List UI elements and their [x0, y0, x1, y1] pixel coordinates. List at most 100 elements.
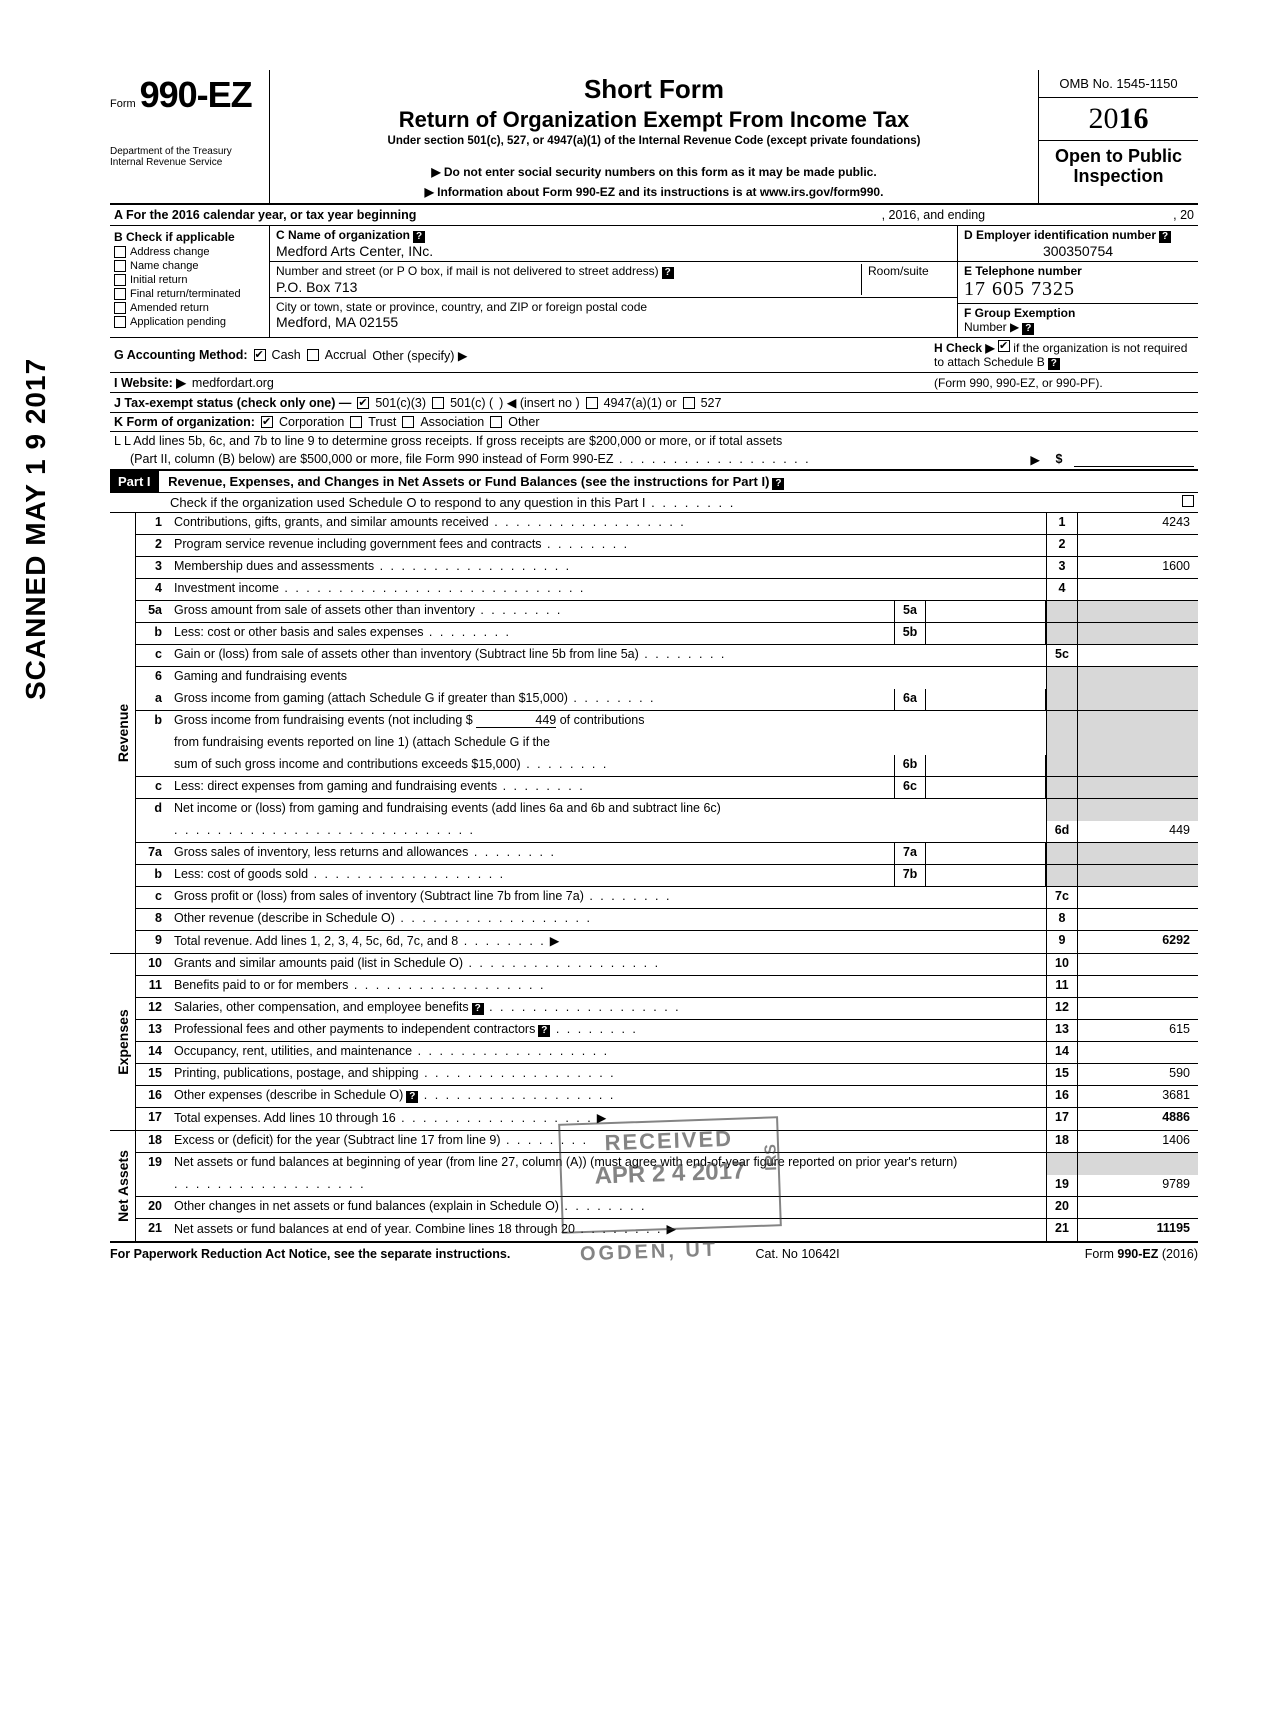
- line-2-amount: [1078, 535, 1198, 556]
- ein-value: 300350754: [964, 243, 1192, 259]
- org-form-label: K Form of organization:: [114, 415, 255, 429]
- expenses-side-label: Expenses: [110, 954, 136, 1130]
- cb-527[interactable]: [683, 397, 695, 409]
- cb-association[interactable]: [402, 416, 414, 428]
- dept-treasury: Department of the TreasuryInternal Reven…: [110, 146, 263, 168]
- other-specify: Other (specify) ▶: [372, 348, 467, 363]
- footer-cat-no: Cat. No 10642I: [756, 1247, 840, 1261]
- city-row: City or town, state or province, country…: [270, 298, 957, 332]
- other-org-label: Other: [508, 415, 539, 429]
- part-1-bar: Part I: [110, 471, 159, 492]
- help-icon: ?: [1022, 323, 1034, 335]
- row-a-label: A For the 2016 calendar year, or tax yea…: [110, 205, 420, 225]
- org-name-label: C Name of organization: [276, 228, 410, 242]
- trust-label: Trust: [368, 415, 396, 429]
- cb-amended-return[interactable]: Amended return: [114, 302, 265, 314]
- cb-schedule-b[interactable]: [998, 340, 1010, 352]
- insert-no: ) ◀ (insert no ): [499, 395, 579, 410]
- header-left: Form 990-EZ Department of the TreasuryIn…: [110, 70, 270, 203]
- help-icon: ?: [1159, 231, 1171, 243]
- open-public: Open to Public Inspection: [1039, 141, 1198, 193]
- page-footer: For Paperwork Reduction Act Notice, see …: [110, 1241, 1198, 1261]
- cb-final-return[interactable]: Final return/terminated: [114, 288, 265, 300]
- website-label: I Website: ▶: [114, 375, 186, 390]
- line-6d-amount: 449: [1078, 821, 1198, 842]
- header-right: OMB No. 1545-1150 2016 Open to Public In…: [1038, 70, 1198, 203]
- row-h: H Check ▶ if the organization is not req…: [934, 340, 1194, 370]
- help-icon: ?: [662, 267, 674, 279]
- 501c-label: 501(c) (: [450, 396, 493, 410]
- cb-501c3[interactable]: [357, 397, 369, 409]
- line-16-amount: 3681: [1078, 1086, 1198, 1107]
- row-k-org-form: K Form of organization: Corporation Trus…: [110, 413, 1198, 432]
- header-center: Short Form Return of Organization Exempt…: [270, 70, 1038, 203]
- omb-number: OMB No. 1545-1150: [1039, 70, 1198, 98]
- line-15-amount: 590: [1078, 1064, 1198, 1085]
- cb-name-change[interactable]: Name change: [114, 260, 265, 272]
- help-icon: ?: [1048, 358, 1060, 370]
- cb-other-org[interactable]: [490, 416, 502, 428]
- row-j-tax-status: J Tax-exempt status (check only one) — 5…: [110, 393, 1198, 413]
- row-l-2: (Part II, column (B) below) are $500,000…: [110, 450, 1198, 469]
- cb-accrual[interactable]: [307, 349, 319, 361]
- tel-row: E Telephone number 17 605 7325: [958, 262, 1198, 304]
- row-a-end: , 20: [1169, 205, 1198, 225]
- cb-cash[interactable]: [254, 349, 266, 361]
- cb-schedule-o[interactable]: [1182, 495, 1194, 507]
- line-21-amount: 11195: [1078, 1219, 1198, 1241]
- help-icon: ?: [772, 478, 784, 490]
- cb-initial-return[interactable]: Initial return: [114, 274, 265, 286]
- row-a-tax-year: A For the 2016 calendar year, or tax yea…: [110, 205, 1198, 226]
- tax-year: 2016: [1039, 98, 1198, 141]
- row-g-accounting: G Accounting Method: Cash Accrual Other …: [110, 338, 1198, 373]
- footer-left: For Paperwork Reduction Act Notice, see …: [110, 1247, 510, 1261]
- help-icon: ?: [413, 231, 425, 243]
- 4947-label: 4947(a)(1) or: [604, 396, 677, 410]
- return-title: Return of Organization Exempt From Incom…: [278, 107, 1030, 133]
- row-a-mid: , 2016, and ending: [878, 205, 990, 225]
- street-row: Number and street (or P O box, if mail i…: [270, 262, 957, 298]
- row-l-1: L L Add lines 5b, 6c, and 7b to line 9 t…: [110, 432, 1198, 450]
- cb-corporation[interactable]: [261, 416, 273, 428]
- short-form-title: Short Form: [278, 74, 1030, 105]
- cb-4947[interactable]: [586, 397, 598, 409]
- org-name-value: Medford Arts Center, INc.: [276, 243, 433, 259]
- cb-trust[interactable]: [350, 416, 362, 428]
- line-17-total: 4886: [1078, 1108, 1198, 1130]
- cb-address-change[interactable]: Address change: [114, 246, 265, 258]
- info-link: Information about Form 990-EZ and its in…: [278, 185, 1030, 199]
- accrual-label: Accrual: [325, 348, 367, 362]
- cb-application-pending[interactable]: Application pending: [114, 316, 265, 328]
- ein-row: D Employer identification number? 300350…: [958, 226, 1198, 262]
- line-1-amount: 4243: [1078, 513, 1198, 534]
- revenue-side-label: Revenue: [110, 513, 136, 953]
- ssn-notice: Do not enter social security numbers on …: [278, 165, 1030, 179]
- row-h-sub: (Form 990, 990-EZ, or 990-PF).: [934, 376, 1194, 390]
- footer-right: Form 990-EZ (2016): [1085, 1247, 1198, 1261]
- col-c-org-info: C Name of organization? Medford Arts Cen…: [270, 226, 958, 337]
- tel-value: 17 605 7325: [964, 278, 1075, 300]
- assoc-label: Association: [420, 415, 484, 429]
- tel-label: E Telephone number: [964, 264, 1082, 278]
- part-1-sub: Check if the organization used Schedule …: [110, 493, 1198, 513]
- identity-block: B Check if applicable Address change Nam…: [110, 226, 1198, 338]
- group-label: F Group Exemption: [964, 306, 1075, 320]
- city-label: City or town, state or province, country…: [276, 300, 647, 314]
- net-assets-side-label: Net Assets: [110, 1131, 136, 1241]
- scanned-stamp: SCANNED MAY 1 9 2017: [20, 358, 52, 700]
- cb-501c[interactable]: [432, 397, 444, 409]
- col-d-ein-tel: D Employer identification number? 300350…: [958, 226, 1198, 337]
- form-number: 990-EZ: [140, 74, 252, 115]
- street-label: Number and street (or P O box, if mail i…: [276, 264, 659, 278]
- line-13-amount: 615: [1078, 1020, 1198, 1041]
- org-name-row: C Name of organization? Medford Arts Cen…: [270, 226, 957, 262]
- col-b-header: B Check if applicable: [114, 230, 265, 244]
- line-4-amount: [1078, 579, 1198, 600]
- corp-label: Corporation: [279, 415, 344, 429]
- website-value: medfordart.org: [192, 376, 274, 390]
- cash-label: Cash: [272, 348, 301, 362]
- under-section: Under section 501(c), 527, or 4947(a)(1)…: [278, 135, 1030, 147]
- line-9-total: 6292: [1078, 931, 1198, 953]
- street-value: P.O. Box 713: [276, 279, 357, 295]
- line-3-amount: 1600: [1078, 557, 1198, 578]
